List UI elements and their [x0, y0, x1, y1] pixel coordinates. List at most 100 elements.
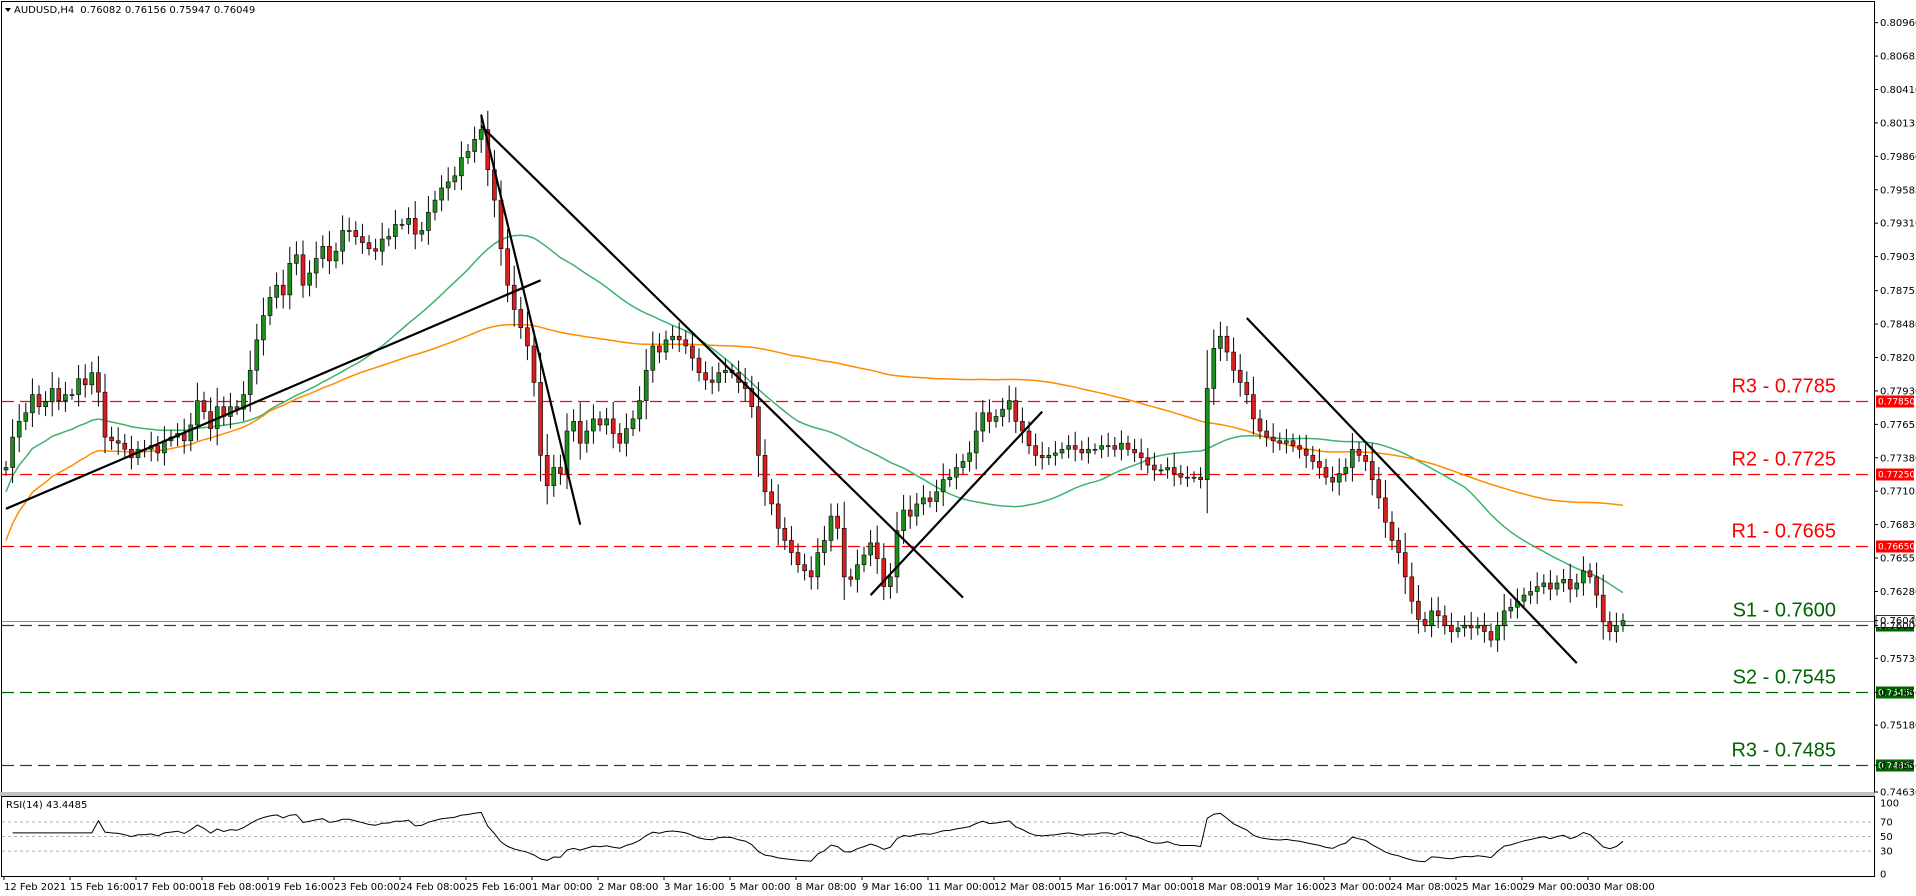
candle-bear: [881, 558, 887, 587]
candle-bull: [1561, 579, 1566, 584]
candle-bear: [1587, 570, 1593, 578]
candle-bear: [676, 335, 682, 341]
candle-bull: [439, 187, 444, 201]
candle-bear: [122, 442, 128, 450]
candle-bear: [683, 339, 689, 347]
candle-bear: [1072, 445, 1078, 450]
candle-bull: [551, 467, 557, 487]
symbol-label: AUDUSD,H4: [14, 5, 74, 16]
candle-bull: [49, 388, 55, 403]
candle-bull: [822, 540, 827, 553]
candle-bull: [670, 335, 675, 341]
candle-bear: [987, 412, 992, 422]
candle-bear: [1039, 455, 1045, 459]
candle-bull: [333, 250, 339, 262]
main-panel-frame: [1, 1, 1875, 793]
candle-bull: [426, 211, 431, 231]
price-tick-label: 0.79035: [1880, 252, 1916, 263]
candle-bear: [558, 467, 563, 474]
level-badge-text-s2: 0.75450: [1878, 689, 1915, 699]
candle-bear: [280, 284, 286, 296]
trendline[interactable]: [869, 410, 1044, 596]
candle-bull: [828, 515, 834, 541]
candle-bear: [511, 284, 517, 310]
candle-bear: [795, 552, 801, 566]
trendline[interactable]: [5, 279, 542, 510]
level-price-badge-r1: [1876, 540, 1914, 553]
level-badge-text-r1: 0.76650: [1878, 543, 1915, 553]
level-label-r3: R3 - 0.7785: [1731, 376, 1836, 398]
trendline[interactable]: [480, 125, 964, 599]
candle-bull: [584, 430, 590, 444]
time-tick-label: 17 Mar 00:00: [1126, 882, 1193, 893]
candle-bull: [921, 497, 926, 505]
candle-bear: [782, 527, 788, 541]
candle-bear: [848, 576, 854, 580]
candle-bull: [1066, 445, 1071, 450]
candle-bull: [1620, 620, 1626, 626]
candle-bull: [1343, 467, 1349, 474]
candle-bear: [1363, 455, 1368, 462]
candle-bear: [1125, 442, 1131, 450]
candle-bear: [1402, 552, 1408, 578]
candle-bull: [993, 416, 999, 422]
candle-bull: [452, 175, 458, 183]
candle-bull: [1495, 625, 1500, 641]
panel-separator[interactable]: [0, 792, 1875, 796]
candle-bear: [1416, 600, 1421, 620]
candle-bear: [102, 391, 108, 438]
candle-bear: [802, 564, 807, 572]
candle-bull: [861, 554, 867, 566]
candle-bear: [1198, 476, 1203, 480]
candle-bull: [195, 400, 200, 426]
candle-bear: [531, 345, 537, 383]
candle-bull: [307, 272, 312, 286]
candle-bear: [841, 527, 847, 578]
candle-bull: [1574, 582, 1580, 590]
candle-bull: [379, 238, 385, 252]
candle-bear: [360, 236, 365, 243]
time-axis[interactable]: 12 Feb 2021 15 Feb 16:00 17 Feb 00:00 18 Fe…: [3, 876, 1655, 893]
time-tick-label: 12 Feb 2021: [4, 882, 66, 893]
candle-bear: [1277, 440, 1283, 444]
trendline[interactable]: [480, 114, 582, 525]
candle-bear: [927, 497, 933, 502]
trendline[interactable]: [1246, 317, 1578, 664]
candle-bear: [353, 230, 359, 237]
candle-bull: [386, 236, 392, 240]
candle-bull: [973, 430, 979, 454]
candle-bear: [703, 372, 708, 381]
candle-bear: [1171, 467, 1177, 474]
candle-bull: [637, 400, 642, 420]
time-tick-label: 15 Feb 16:00: [70, 882, 136, 893]
candle-bear: [756, 406, 761, 456]
candle-bear: [1409, 576, 1415, 602]
price-tick-label: 0.80135: [1880, 118, 1916, 129]
price-tick-label: 0.80685: [1880, 52, 1916, 63]
chart-menu-triangle-icon[interactable]: [5, 8, 11, 12]
candle-bear: [518, 309, 524, 329]
candle-bull: [815, 552, 821, 578]
rsi-tick-label: 50: [1880, 832, 1893, 843]
candle-bear: [907, 509, 913, 517]
rsi-tick-label: 30: [1880, 847, 1893, 858]
candle-bear: [1132, 448, 1137, 454]
candle-bull: [465, 151, 471, 158]
candle-bull: [716, 372, 722, 383]
candle-bull: [1165, 467, 1170, 471]
candle-bull: [76, 378, 81, 395]
candle-bear: [1600, 594, 1606, 623]
candle-bull: [1284, 440, 1289, 444]
candle-bear: [577, 421, 583, 444]
candle-bear: [1290, 440, 1296, 446]
candle-bull: [69, 394, 75, 396]
candle-bull: [287, 263, 293, 296]
candle-bear: [412, 218, 418, 235]
candle-bear: [1369, 461, 1375, 480]
